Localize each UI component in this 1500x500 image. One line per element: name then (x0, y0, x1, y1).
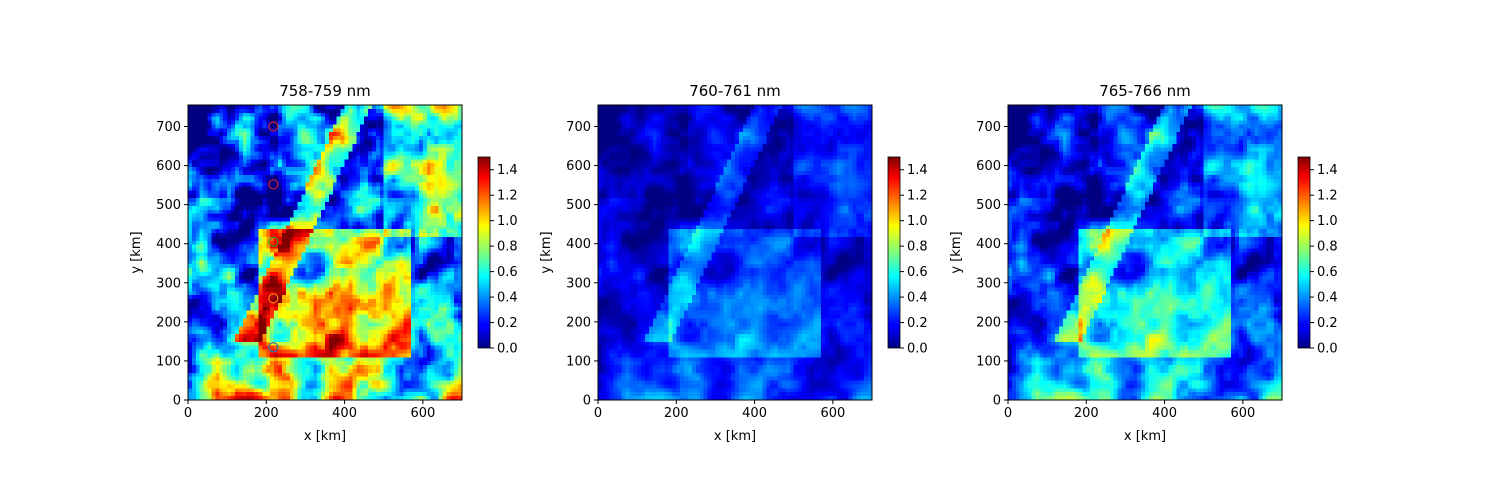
panel-3: 765-766 nm 0 200 400 600 0 100 200 300 400 500 600 7… (949, 82, 1338, 444)
colorbar-tick-label: 1.4 (1317, 163, 1338, 178)
axes-frame (597, 104, 873, 401)
y-tick-label: 100 (976, 354, 1001, 369)
y-tick-label: 0 (993, 394, 1001, 409)
colorbar-tick-label: 0.8 (1317, 240, 1338, 255)
axes-frame (187, 104, 463, 401)
marker-circle-1 (268, 121, 279, 132)
x-tick-label: 400 (1152, 406, 1177, 421)
y-axis-label: y [km] (539, 231, 554, 273)
colorbar-tick-label: 1.0 (497, 214, 518, 229)
panel-1: 758-759 nm 0 200 400 600 0 100 200 300 400 500 600 7… (129, 82, 518, 444)
x-axis-label: x [km] (1124, 429, 1166, 444)
y-axis-label: y [km] (949, 231, 964, 273)
y-tick-label: 300 (976, 276, 1001, 291)
x-tick-label: 200 (1074, 406, 1099, 421)
y-tick-label: 700 (156, 120, 181, 135)
x-tick-label: 600 (410, 406, 435, 421)
colorbar-tick-label: 0.2 (497, 316, 518, 331)
y-tick-label: 500 (156, 198, 181, 213)
heatmap-image (598, 105, 873, 401)
x-tick-label: 0 (1004, 406, 1012, 421)
colorbar-tick-label: 0.0 (497, 342, 518, 357)
colorbar-tick-label: 0.0 (907, 342, 928, 357)
y-tick-label: 0 (583, 394, 591, 409)
colorbar-tick-label: 0.4 (497, 291, 518, 306)
colorbar-tick-label: 0.2 (907, 316, 928, 331)
colorbar: 0.0 0.2 0.4 0.6 0.8 1.0 1.2 1.4 (477, 156, 518, 357)
chart-title: 765-766 nm (1099, 82, 1191, 100)
x-tick-label: 400 (332, 406, 357, 421)
x-axis-label: x [km] (304, 429, 346, 444)
colorbar: 0.0 0.2 0.4 0.6 0.8 1.0 1.2 1.4 (1297, 156, 1338, 357)
colorbar-tick-label: 1.2 (497, 189, 518, 204)
colorbar-gradient (887, 156, 901, 349)
y-tick-label: 200 (156, 315, 181, 330)
colorbar-tick-label: 1.0 (907, 214, 928, 229)
colorbar-tick-label: 1.2 (907, 189, 928, 204)
colorbar-tick-label: 0.6 (1317, 265, 1338, 280)
x-tick-label: 600 (820, 406, 845, 421)
x-tick-label: 400 (742, 406, 767, 421)
marker-circle-4 (268, 293, 279, 304)
y-tick-label: 600 (976, 159, 1001, 174)
colorbar-tick-label: 0.8 (907, 240, 928, 255)
y-tick-label: 600 (566, 159, 591, 174)
colorbar-tick-label: 1.0 (1317, 214, 1338, 229)
colorbar-tick-label: 0.6 (907, 265, 928, 280)
colorbar-tick-label: 1.4 (497, 163, 518, 178)
x-axis-label: x [km] (714, 429, 756, 444)
y-tick-label: 700 (976, 120, 1001, 135)
y-tick-label: 200 (566, 315, 591, 330)
chart-title: 758-759 nm (279, 82, 371, 100)
colorbar: 0.0 0.2 0.4 0.6 0.8 1.0 1.2 1.4 (887, 156, 928, 357)
y-tick-label: 700 (566, 120, 591, 135)
y-tick-label: 100 (566, 354, 591, 369)
colorbar-tick-label: 0.8 (497, 240, 518, 255)
y-tick-label: 100 (156, 354, 181, 369)
y-tick-label: 0 (173, 394, 181, 409)
colorbar-tick-label: 0.0 (1317, 342, 1338, 357)
y-tick-label: 400 (156, 237, 181, 252)
y-tick-label: 500 (976, 198, 1001, 213)
y-tick-label: 400 (976, 237, 1001, 252)
colorbar-tick-label: 0.6 (497, 265, 518, 280)
y-tick-label: 200 (976, 315, 1001, 330)
chart-title: 760-761 nm (689, 82, 781, 100)
colorbar-gradient (1297, 156, 1311, 349)
x-tick-label: 200 (254, 406, 279, 421)
y-tick-label: 400 (566, 237, 591, 252)
x-tick-label: 0 (594, 406, 602, 421)
colorbar-tick-label: 1.2 (1317, 189, 1338, 204)
colorbar-tick-label: 0.4 (907, 291, 928, 306)
x-tick-label: 0 (184, 406, 192, 421)
marker-circle-5 (268, 342, 279, 353)
panel-2: 760-761 nm 0 200 400 600 0 100 200 300 400 500 600 7… (539, 82, 928, 444)
colorbar-tick-label: 0.2 (1317, 316, 1338, 331)
y-axis-label: y [km] (129, 231, 144, 273)
heatmap-image (188, 105, 463, 401)
y-tick-label: 600 (156, 159, 181, 174)
axes-frame (1007, 104, 1283, 401)
colorbar-tick-label: 1.4 (907, 163, 928, 178)
marker-circle-3 (268, 236, 279, 247)
y-tick-label: 300 (156, 276, 181, 291)
y-tick-label: 300 (566, 276, 591, 291)
colorbar-tick-label: 0.4 (1317, 291, 1338, 306)
y-tick-label: 500 (566, 198, 591, 213)
x-tick-label: 200 (664, 406, 689, 421)
x-tick-label: 600 (1230, 406, 1255, 421)
heatmap-image (1008, 105, 1283, 401)
colorbar-gradient (477, 156, 491, 349)
marker-circle-2 (268, 179, 279, 190)
